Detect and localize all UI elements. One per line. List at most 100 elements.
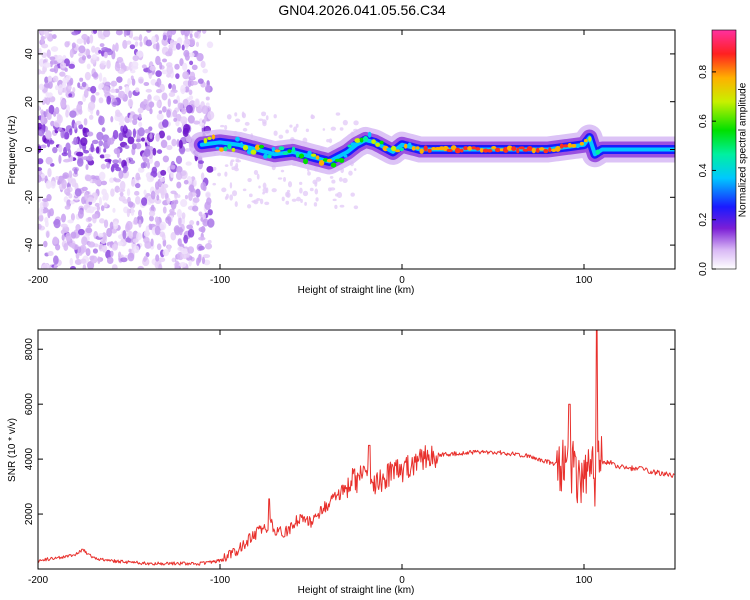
ridge-hotspot — [415, 146, 420, 150]
spectrogram-noise-blob — [53, 64, 59, 74]
ridge-hotspot — [595, 149, 601, 155]
spectrogram-noise-blob — [65, 109, 69, 118]
spectrogram-noise-blob — [193, 120, 201, 125]
ridge-hotspot — [531, 147, 536, 154]
spectrogram-noise-blob — [120, 257, 128, 263]
spectrogram-noise-blob — [179, 261, 187, 268]
spectrogram-noise-blob — [207, 239, 212, 244]
spectrogram-noise-blob — [127, 78, 131, 86]
spectrogram-noise-blob — [158, 110, 163, 114]
spectrogram-noise-blob — [106, 95, 112, 105]
spectrogram-noise-blob — [335, 112, 341, 116]
spectrogram-noise-blob — [162, 155, 170, 163]
spectrogram-noise-blob — [41, 99, 46, 106]
spectrogram-noise-blob — [69, 257, 74, 266]
spectrogram-noise-blob — [313, 202, 318, 207]
ridge-hotspot — [579, 141, 584, 146]
spectrogram-noise-blob — [166, 109, 171, 118]
spectrogram-noise-blob — [40, 144, 47, 149]
colorbar-axis: 0.0 0.2 0.4 0.6 0.8 — [698, 64, 716, 276]
spectrogram-noise-blob — [77, 82, 81, 88]
spectrogram-noise-blob — [52, 75, 59, 83]
spectrogram-noise-blob — [87, 241, 96, 248]
spectrogram-noise-blob — [91, 139, 99, 145]
ridge-hotspot — [227, 143, 232, 150]
ridge-hotspot — [454, 147, 461, 154]
spectrogram-noise-blob — [58, 84, 63, 93]
spectrogram-noise-blob — [189, 71, 196, 80]
spectrogram-noise-blob — [61, 103, 65, 108]
spectrogram-noise-blob — [180, 84, 186, 95]
spectrogram-noise-blob — [271, 188, 277, 193]
spectrogram-noise-blob — [154, 216, 160, 223]
spectrogram-noise-blob — [132, 114, 140, 121]
spectrogram-noise-blob — [188, 89, 193, 95]
spectrogram-noise-blob — [41, 43, 49, 49]
spectrogram-noise-blob — [69, 265, 77, 269]
spectrogram-noise-blob — [143, 81, 150, 87]
spectrogram-noise-blob — [114, 88, 120, 94]
spectrogram-noise-blob — [173, 117, 178, 122]
spectrogram-noise-blob — [195, 188, 201, 198]
spectrogram-noise-blob — [137, 107, 144, 114]
spectrogram-noise-blob — [118, 132, 124, 142]
spectrogram-noise-blob — [92, 30, 98, 34]
spectrogram-noise-blob — [108, 137, 115, 145]
snr-series-line — [38, 330, 675, 566]
spectrogram-noise-blob — [180, 248, 189, 255]
spectrogram-noise-blob — [91, 213, 99, 220]
spectrogram-noise-blob — [99, 82, 104, 89]
spectrogram-noise-blob — [155, 254, 160, 262]
spectrogram-noise-blob — [98, 97, 104, 104]
ridge-hotspot — [274, 149, 281, 153]
spectrogram-noise-blob — [114, 62, 121, 72]
spectrogram-noise-blob — [193, 179, 197, 187]
spectrogram-noise-blob — [175, 171, 183, 181]
spectrogram-noise-blob — [151, 35, 157, 45]
snr-x-axis: -200 -100 0 100 — [28, 330, 593, 586]
spectrogram-noise-blob — [98, 245, 102, 250]
ridge-hotspot — [203, 137, 208, 144]
snr-y-tick-label: 4000 — [24, 448, 35, 471]
spectrogram-noise-blob — [181, 107, 187, 115]
spectrogram-noise-blob — [105, 249, 112, 259]
ridge-hotspot — [567, 143, 572, 148]
spectrogram-noise-blob — [262, 187, 268, 194]
ridge-hotspot — [486, 148, 493, 153]
colorbar-frame — [711, 29, 737, 270]
spectrogram-noise-blob — [203, 115, 207, 123]
spectrogram-noise-blob — [77, 246, 82, 254]
spectrogram-noise-blob — [98, 72, 103, 82]
spectrogram-noise-blob — [202, 254, 211, 259]
spectrogram-noise-blob — [148, 223, 153, 230]
spectrogram-noise-blob — [56, 55, 64, 63]
spectrogram-noise-blob — [191, 81, 198, 86]
spectrogram-noise-blob — [312, 179, 318, 185]
spectrogram-noise-blob — [262, 182, 267, 189]
spectrogram-noise-blob — [185, 161, 192, 166]
spectrogram-noise-blob — [145, 39, 153, 47]
spectrogram-noise-blob — [47, 30, 53, 33]
snr-panel: -200 -100 0 100 2000 4000 6000 8000 Height of … — [7, 329, 676, 596]
spectrogram-noise-blob — [55, 175, 59, 180]
spectrogram-noise-blob — [127, 252, 135, 262]
spectrogram-noise-blob — [119, 115, 125, 123]
spectrogram-noise-blob — [134, 190, 140, 196]
spectrogram-noise-blob — [60, 213, 66, 223]
spectrogram-noise-blob — [133, 245, 140, 254]
spectrogram-noise-blob — [159, 61, 163, 70]
spectrogram-noise-blob — [299, 187, 303, 194]
spectrogram-noise-blob — [194, 31, 199, 38]
spectrogram-y-tick-label: 0 — [24, 146, 35, 152]
spectrogram-noise-blob — [167, 98, 171, 108]
spectrogram-noise-blob — [200, 122, 205, 128]
spectrogram-noise-blob — [91, 73, 99, 78]
spectrogram-noise-blob — [189, 52, 195, 58]
spectrogram-noise-blob — [61, 152, 69, 157]
spectrogram-noise-blob — [95, 146, 100, 154]
ridge-hotspot — [354, 138, 361, 143]
spectrogram-y-tick-label: 40 — [24, 48, 35, 60]
spectrogram-noise-blob — [43, 82, 50, 88]
spectrogram-noise-blob — [67, 219, 74, 224]
